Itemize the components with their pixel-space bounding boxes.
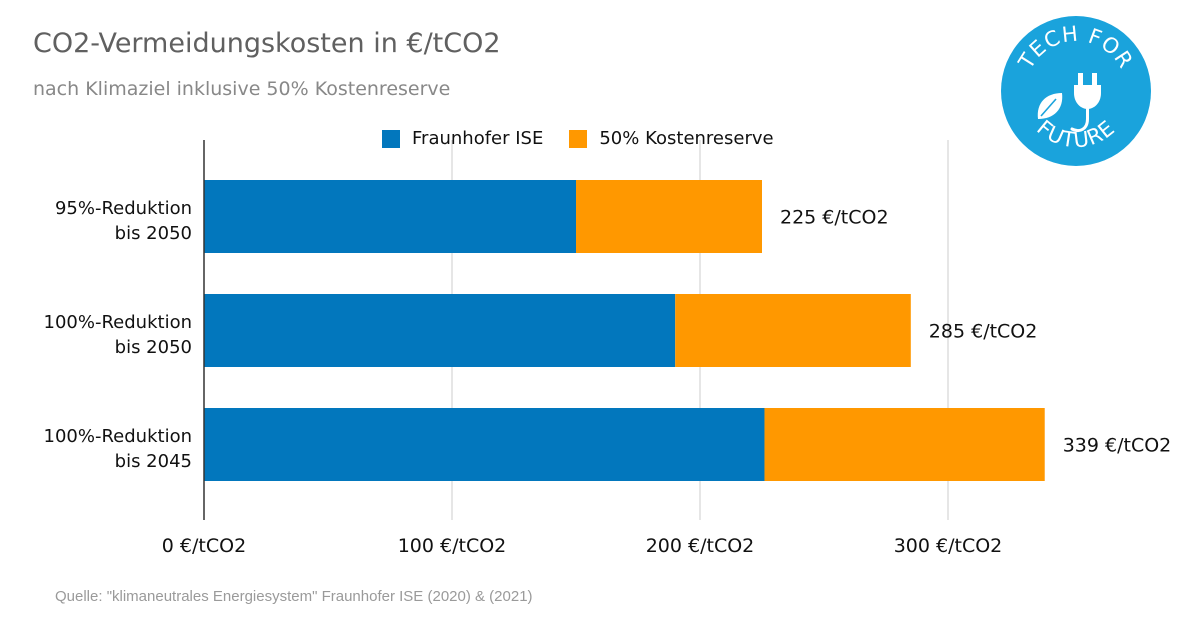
category-label-0: 95%-Reduktion bis 2050 xyxy=(55,198,192,244)
category-label-line: bis 2045 xyxy=(115,451,192,472)
tech-for-future-logo: TECH FOR FUTURE xyxy=(1001,16,1151,166)
legend-swatch-reserve xyxy=(569,129,588,148)
data-label-1: 285 €/tCO2 xyxy=(929,321,1038,343)
x-tick-label-100: 100 €/tCO2 xyxy=(398,535,507,557)
x-tick-label-300: 300 €/tCO2 xyxy=(894,535,1003,557)
plug-leaf-icon xyxy=(1037,73,1101,133)
bar-reserve-1 xyxy=(675,294,911,367)
bar-reserve-0 xyxy=(576,180,762,253)
legend-label-reserve: 50% Kostenreserve xyxy=(599,128,774,149)
legend-item-fraunhofer: Fraunhofer ISE xyxy=(382,128,543,149)
category-label-line: bis 2050 xyxy=(115,223,192,244)
legend-label-fraunhofer: Fraunhofer ISE xyxy=(412,128,544,149)
category-label-line: 100%-Reduktion xyxy=(44,312,192,333)
data-label-2: 339 €/tCO2 xyxy=(1063,435,1172,457)
category-label-2: 100%-Reduktion bis 2045 xyxy=(44,426,192,472)
legend-item-reserve: 50% Kostenreserve xyxy=(569,128,774,149)
bar-fraunhofer-2 xyxy=(204,408,765,481)
chart-subtitle: nach Klimaziel inklusive 50% Kostenreser… xyxy=(33,78,451,100)
category-label-1: 100%-Reduktion bis 2050 xyxy=(44,312,192,358)
chart-title: CO2-Vermeidungskosten in €/tCO2 xyxy=(33,28,501,59)
legend-swatch-fraunhofer xyxy=(382,129,400,148)
x-tick-label-0: 0 €/tCO2 xyxy=(162,535,246,557)
x-tick-label-200: 200 €/tCO2 xyxy=(646,535,755,557)
bar-fraunhofer-1 xyxy=(204,294,676,367)
category-label-line: bis 2050 xyxy=(115,337,192,358)
bar-fraunhofer-0 xyxy=(204,180,576,253)
data-label-0: 225 €/tCO2 xyxy=(780,207,889,229)
category-label-line: 95%-Reduktion xyxy=(55,198,192,219)
bar-reserve-2 xyxy=(764,408,1045,481)
category-label-line: 100%-Reduktion xyxy=(44,426,192,447)
legend: Fraunhofer ISE 50% Kostenreserve xyxy=(382,128,800,149)
source-note: Quelle: "klimaneutrales Energiesystem" F… xyxy=(55,588,533,605)
